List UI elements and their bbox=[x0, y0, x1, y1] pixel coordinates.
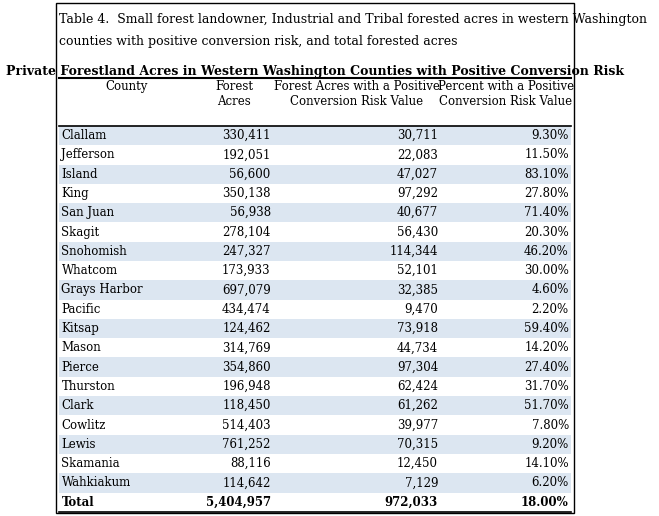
Text: 514,403: 514,403 bbox=[222, 418, 271, 431]
Text: Wahkiakum: Wahkiakum bbox=[61, 476, 130, 489]
Text: 83.10%: 83.10% bbox=[524, 168, 569, 181]
Text: 7,129: 7,129 bbox=[405, 476, 438, 489]
Text: 114,344: 114,344 bbox=[389, 245, 438, 258]
Text: 97,304: 97,304 bbox=[397, 361, 438, 374]
Text: 30,711: 30,711 bbox=[397, 129, 438, 142]
Text: Private Forestland Acres in Western Washington Counties with Positive Conversion: Private Forestland Acres in Western Wash… bbox=[6, 65, 624, 78]
Bar bbox=[59, 241, 571, 261]
Text: 196,948: 196,948 bbox=[222, 380, 271, 393]
Text: Percent with a Positive
Conversion Risk Value: Percent with a Positive Conversion Risk … bbox=[438, 80, 574, 108]
Text: Forest
Acres: Forest Acres bbox=[215, 80, 253, 108]
Text: Whatcom: Whatcom bbox=[61, 264, 117, 277]
Text: 44,734: 44,734 bbox=[397, 342, 438, 354]
Text: 314,769: 314,769 bbox=[222, 342, 271, 354]
Text: Cowlitz: Cowlitz bbox=[61, 418, 106, 431]
Text: 20.30%: 20.30% bbox=[524, 225, 569, 238]
Text: 46.20%: 46.20% bbox=[524, 245, 569, 258]
Text: 27.40%: 27.40% bbox=[524, 361, 569, 374]
Text: Total: Total bbox=[61, 496, 94, 509]
Text: 4.60%: 4.60% bbox=[531, 283, 569, 296]
Text: 6.20%: 6.20% bbox=[532, 476, 569, 489]
Text: 52,101: 52,101 bbox=[397, 264, 438, 277]
Text: 14.10%: 14.10% bbox=[524, 457, 569, 470]
Text: 56,430: 56,430 bbox=[397, 225, 438, 238]
Bar bbox=[59, 434, 571, 454]
Text: Table 4.  Small forest landowner, Industrial and Tribal forested acres in wester: Table 4. Small forest landowner, Industr… bbox=[59, 13, 647, 26]
Text: 2.20%: 2.20% bbox=[532, 303, 569, 316]
Text: Mason: Mason bbox=[61, 342, 101, 354]
Bar bbox=[59, 165, 571, 184]
Text: 124,462: 124,462 bbox=[222, 322, 271, 335]
Text: 30.00%: 30.00% bbox=[524, 264, 569, 277]
Text: 88,116: 88,116 bbox=[230, 457, 271, 470]
Text: Pacific: Pacific bbox=[61, 303, 101, 316]
Text: County: County bbox=[105, 80, 148, 93]
Text: Island: Island bbox=[61, 168, 98, 181]
Text: 118,450: 118,450 bbox=[222, 399, 271, 412]
Text: 22,083: 22,083 bbox=[397, 149, 438, 162]
Text: Jefferson: Jefferson bbox=[61, 149, 115, 162]
Text: 761,252: 761,252 bbox=[222, 438, 271, 451]
Text: 62,424: 62,424 bbox=[397, 380, 438, 393]
Text: 7.80%: 7.80% bbox=[532, 418, 569, 431]
Text: 114,642: 114,642 bbox=[222, 476, 271, 489]
Text: Clallam: Clallam bbox=[61, 129, 107, 142]
Text: 27.80%: 27.80% bbox=[524, 187, 569, 200]
Text: 97,292: 97,292 bbox=[397, 187, 438, 200]
Text: Skagit: Skagit bbox=[61, 225, 100, 238]
Text: 73,918: 73,918 bbox=[397, 322, 438, 335]
Text: Lewis: Lewis bbox=[61, 438, 96, 451]
Text: 354,860: 354,860 bbox=[222, 361, 271, 374]
Text: Snohomish: Snohomish bbox=[61, 245, 127, 258]
Text: King: King bbox=[61, 187, 89, 200]
Text: 61,262: 61,262 bbox=[397, 399, 438, 412]
Text: 350,138: 350,138 bbox=[222, 187, 271, 200]
Text: 330,411: 330,411 bbox=[222, 129, 271, 142]
Bar bbox=[59, 126, 571, 145]
Text: Grays Harbor: Grays Harbor bbox=[61, 283, 143, 296]
Text: 434,474: 434,474 bbox=[222, 303, 271, 316]
Text: 39,977: 39,977 bbox=[397, 418, 438, 431]
Text: 5,404,957: 5,404,957 bbox=[206, 496, 271, 509]
Text: 11.50%: 11.50% bbox=[524, 149, 569, 162]
Text: 12,450: 12,450 bbox=[397, 457, 438, 470]
Text: Forest Acres with a Positive
Conversion Risk Value: Forest Acres with a Positive Conversion … bbox=[274, 80, 440, 108]
Text: 14.20%: 14.20% bbox=[524, 342, 569, 354]
Text: Pierce: Pierce bbox=[61, 361, 100, 374]
Text: 31.70%: 31.70% bbox=[524, 380, 569, 393]
Text: counties with positive conversion risk, and total forested acres: counties with positive conversion risk, … bbox=[59, 35, 457, 48]
Text: 56,600: 56,600 bbox=[229, 168, 271, 181]
Text: Skamania: Skamania bbox=[61, 457, 120, 470]
Text: 70,315: 70,315 bbox=[397, 438, 438, 451]
Text: San Juan: San Juan bbox=[61, 206, 115, 219]
Bar bbox=[59, 473, 571, 493]
Bar bbox=[59, 280, 571, 300]
Text: 192,051: 192,051 bbox=[222, 149, 271, 162]
Text: 278,104: 278,104 bbox=[222, 225, 271, 238]
Text: 9.20%: 9.20% bbox=[532, 438, 569, 451]
Text: 9,470: 9,470 bbox=[404, 303, 438, 316]
Text: 247,327: 247,327 bbox=[222, 245, 271, 258]
Text: 56,938: 56,938 bbox=[229, 206, 271, 219]
Text: Kitsap: Kitsap bbox=[61, 322, 100, 335]
Text: 71.40%: 71.40% bbox=[524, 206, 569, 219]
Text: 51.70%: 51.70% bbox=[524, 399, 569, 412]
Text: 173,933: 173,933 bbox=[222, 264, 271, 277]
Text: 47,027: 47,027 bbox=[397, 168, 438, 181]
Text: 40,677: 40,677 bbox=[397, 206, 438, 219]
Text: 18.00%: 18.00% bbox=[521, 496, 569, 509]
Bar bbox=[59, 358, 571, 377]
Text: Clark: Clark bbox=[61, 399, 94, 412]
Bar bbox=[59, 319, 571, 338]
Text: 32,385: 32,385 bbox=[397, 283, 438, 296]
Text: Thurston: Thurston bbox=[61, 380, 115, 393]
Text: 972,033: 972,033 bbox=[385, 496, 438, 509]
Bar bbox=[59, 396, 571, 415]
Text: 59.40%: 59.40% bbox=[524, 322, 569, 335]
Bar bbox=[59, 203, 571, 222]
Text: 697,079: 697,079 bbox=[222, 283, 271, 296]
Text: 9.30%: 9.30% bbox=[531, 129, 569, 142]
